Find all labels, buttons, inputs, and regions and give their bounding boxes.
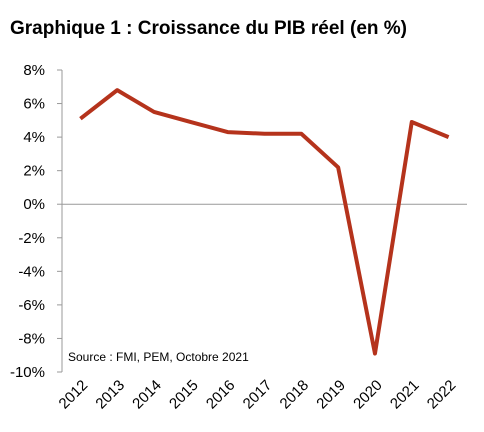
y-tick-label: 2% — [23, 163, 45, 180]
chart-title: Graphique 1 : Croissance du PIB réel (en… — [10, 18, 407, 39]
x-tick-label: 2013 — [92, 377, 128, 413]
y-tick-label: -10% — [10, 364, 45, 381]
y-tick-label: 8% — [23, 62, 45, 79]
source-note: Source : FMI, PEM, Octobre 2021 — [68, 350, 249, 364]
x-tick-label: 2020 — [350, 377, 386, 413]
y-tick-label: 4% — [23, 129, 45, 146]
y-tick-label: -2% — [18, 230, 45, 247]
x-tick-label: 2012 — [56, 377, 92, 413]
x-tick-label: 2021 — [387, 377, 423, 413]
y-tick-label: 6% — [23, 96, 45, 113]
x-tick-label: 2014 — [129, 377, 165, 413]
x-tick-label: 2017 — [240, 377, 276, 413]
data-line — [79, 88, 450, 356]
x-tick-label: 2018 — [277, 377, 313, 413]
y-tick-label: -6% — [18, 297, 45, 314]
y-tick-label: -4% — [18, 263, 45, 280]
x-tick-label: 2016 — [203, 377, 239, 413]
y-tick-label: 0% — [23, 196, 45, 213]
x-tick-label: 2019 — [313, 377, 349, 413]
x-tick-label: 2015 — [166, 377, 202, 413]
x-tick-label: 2022 — [424, 377, 460, 413]
y-tick-label: -8% — [18, 330, 45, 347]
